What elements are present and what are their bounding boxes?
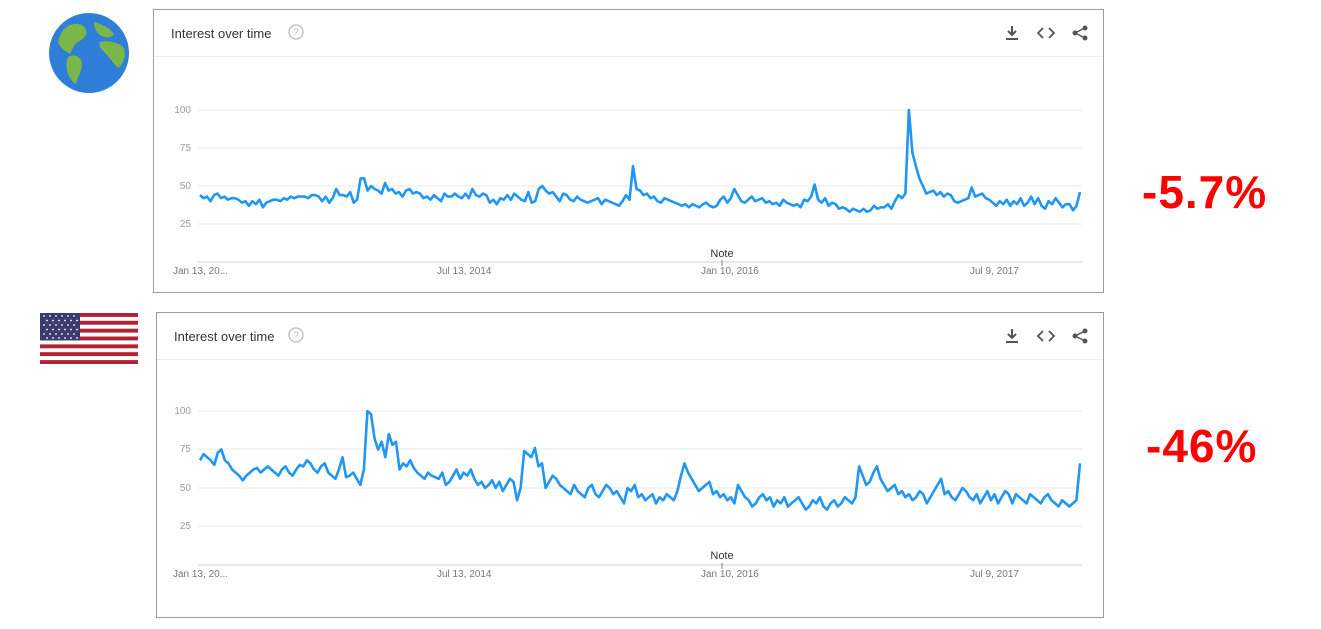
help-icon[interactable]: ? — [288, 24, 304, 40]
us-flag-icon — [40, 313, 138, 364]
embed-icon[interactable] — [1035, 325, 1057, 347]
card-title: Interest over time — [174, 329, 275, 344]
x-tick-label: Jul 13, 2014 — [437, 266, 492, 277]
share-icon[interactable] — [1069, 325, 1091, 347]
share-icon[interactable] — [1069, 22, 1091, 44]
line-chart: 100 75 50 25 Note Jan 13, 20... Jul 13, … — [173, 105, 1082, 277]
grid-lines — [198, 109, 1082, 263]
card-tools — [1001, 325, 1091, 347]
interest-card-worldwide: Interest over time ? 100 75 50 25 — [153, 9, 1104, 293]
x-tick-label: Jul 13, 2014 — [437, 569, 492, 580]
svg-text:?: ? — [293, 331, 299, 342]
embed-icon[interactable] — [1035, 22, 1057, 44]
x-tick-label: Jul 9, 2017 — [970, 569, 1019, 580]
grid-lines — [198, 410, 1082, 566]
series-line — [199, 108, 1082, 214]
svg-text:?: ? — [293, 28, 299, 39]
y-tick-label: 75 — [180, 143, 192, 154]
x-tick-label: Jan 10, 2016 — [701, 266, 759, 277]
interest-card-united-states: Interest over time ? 100 75 50 25 — [156, 312, 1104, 618]
y-tick-label: 50 — [180, 181, 192, 192]
series-line — [198, 409, 1082, 511]
x-tick-label: Jan 13, 20... — [173, 569, 228, 580]
y-tick-label: 25 — [180, 521, 192, 532]
card-header: Interest over time ? — [154, 10, 1103, 57]
y-tick-label: 100 — [174, 105, 191, 116]
globe-icon — [48, 12, 130, 94]
help-icon[interactable]: ? — [288, 327, 304, 343]
x-tick-label: Jan 13, 20... — [173, 266, 228, 277]
x-tick-label: Jul 9, 2017 — [970, 266, 1019, 277]
y-tick-label: 50 — [180, 483, 192, 494]
card-header: Interest over time ? — [157, 313, 1103, 360]
line-chart: 100 75 50 25 Note Jan 13, 20... Jul 13, … — [173, 406, 1082, 580]
y-tick-label: 100 — [174, 406, 191, 417]
download-icon[interactable] — [1001, 325, 1023, 347]
download-icon[interactable] — [1001, 22, 1023, 44]
note-label[interactable]: Note — [710, 550, 733, 562]
change-percent-united-states: -46% — [1146, 420, 1258, 472]
x-tick-label: Jan 10, 2016 — [701, 569, 759, 580]
card-title: Interest over time — [171, 26, 272, 41]
y-tick-label: 75 — [180, 444, 192, 455]
note-label[interactable]: Note — [710, 248, 733, 260]
y-tick-label: 25 — [180, 219, 192, 230]
card-tools — [1001, 22, 1091, 44]
change-percent-worldwide: -5.7% — [1142, 166, 1268, 218]
